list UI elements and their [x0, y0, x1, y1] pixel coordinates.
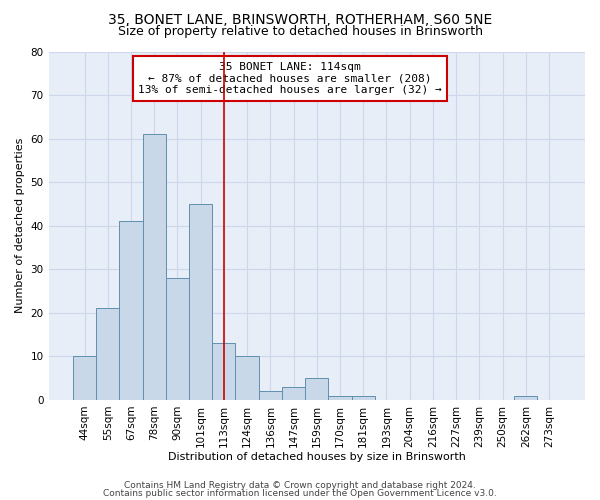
- Text: Contains public sector information licensed under the Open Government Licence v3: Contains public sector information licen…: [103, 489, 497, 498]
- Bar: [352, 396, 375, 400]
- Text: 35, BONET LANE, BRINSWORTH, ROTHERHAM, S60 5NE: 35, BONET LANE, BRINSWORTH, ROTHERHAM, S…: [108, 12, 492, 26]
- Text: 35 BONET LANE: 114sqm
← 87% of detached houses are smaller (208)
13% of semi-det: 35 BONET LANE: 114sqm ← 87% of detached …: [138, 62, 442, 95]
- Bar: [259, 391, 282, 400]
- Bar: [328, 396, 352, 400]
- X-axis label: Distribution of detached houses by size in Brinsworth: Distribution of detached houses by size …: [168, 452, 466, 462]
- Bar: [282, 387, 305, 400]
- Bar: [166, 278, 189, 400]
- Bar: [143, 134, 166, 400]
- Bar: [235, 356, 259, 400]
- Bar: [212, 344, 235, 400]
- Bar: [119, 222, 143, 400]
- Bar: [189, 204, 212, 400]
- Bar: [514, 396, 538, 400]
- Text: Contains HM Land Registry data © Crown copyright and database right 2024.: Contains HM Land Registry data © Crown c…: [124, 481, 476, 490]
- Bar: [96, 308, 119, 400]
- Bar: [73, 356, 96, 400]
- Y-axis label: Number of detached properties: Number of detached properties: [15, 138, 25, 314]
- Bar: [305, 378, 328, 400]
- Text: Size of property relative to detached houses in Brinsworth: Size of property relative to detached ho…: [118, 25, 482, 38]
